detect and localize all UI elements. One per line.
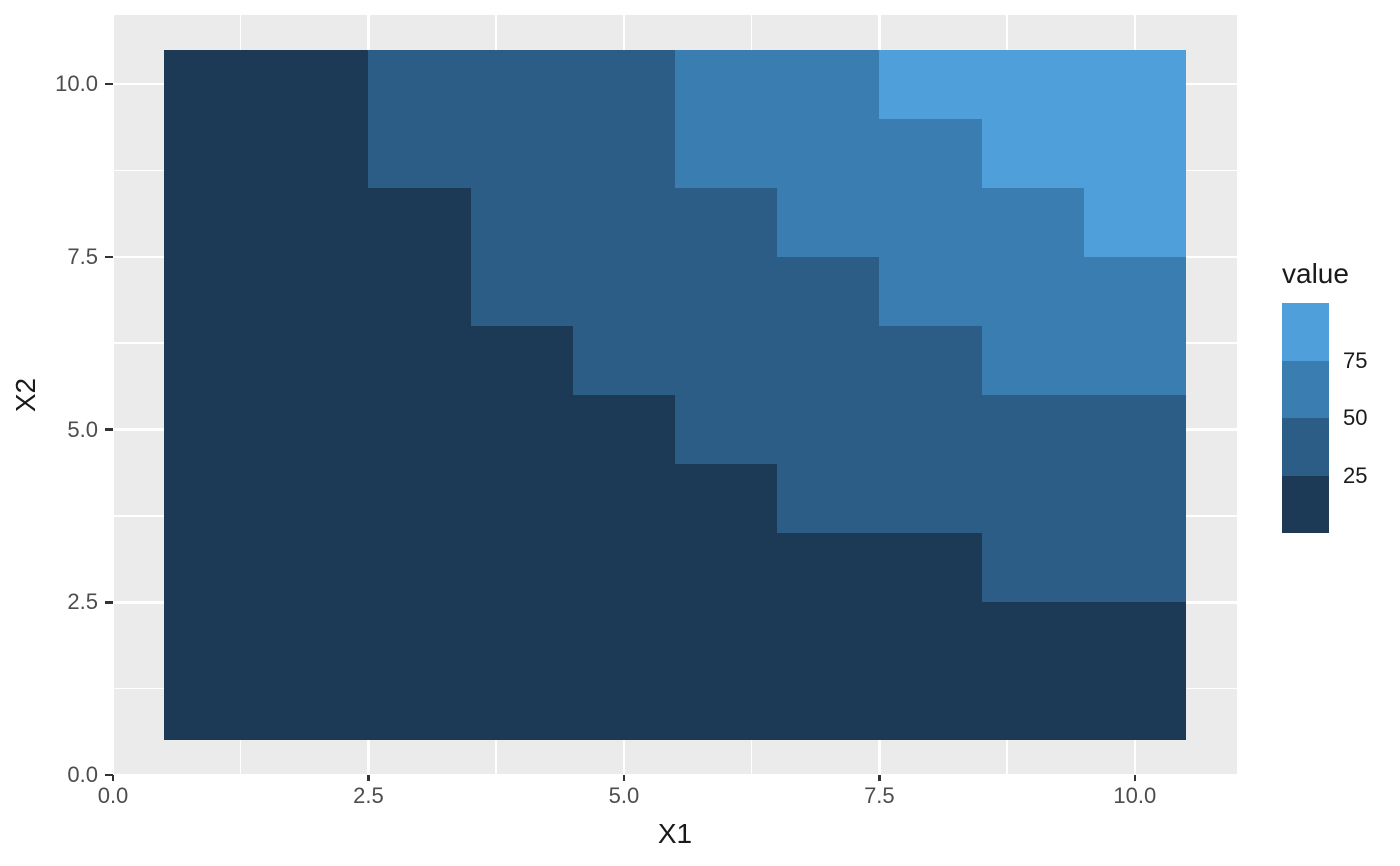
heatmap-tile [879,257,1186,326]
legend-colorbar [1282,303,1329,533]
y-axis-tick-mark [105,428,113,431]
legend-title: value [1282,258,1349,289]
heatmap-tile [777,188,1084,257]
heatmap-tile [368,50,675,119]
heatmap-tile [982,533,1186,602]
x-axis-tick-label: 10.0 [1113,783,1157,808]
x-axis-tick-mark [1133,775,1137,781]
y-axis-tick-mark [105,601,113,604]
x-axis-tick-label: 0.0 [97,783,129,808]
heatmap-tile [164,188,471,257]
gridline-major-horizontal [113,773,1237,775]
x-axis-tick-mark [878,775,881,781]
legend-break-label: 25 [1343,462,1368,488]
x-axis-tick-mark [367,775,370,781]
y-axis-tick-mark [105,773,113,777]
heatmap-tile [675,50,879,119]
y-axis-tick-label: 2.5 [67,589,98,615]
y-axis-tick-mark [105,255,113,259]
legend-break-label: 75 [1343,347,1368,373]
heatmap-tile [982,326,1186,395]
gridline-major-vertical [113,15,115,775]
y-axis-tick-label: 0.0 [67,762,98,787]
x-axis-tick-mark [622,775,626,781]
heatmap-tile [675,119,982,188]
legend-color-step [1282,360,1329,418]
y-axis-title: X2 [10,377,41,413]
heatmap-tile [982,119,1186,188]
heatmap-tile [879,50,1186,119]
y-axis-tick-label: 7.5 [67,243,98,269]
y-axis-tick-label: 10.0 [55,71,98,97]
legend: value 75 50 25 [1281,258,1400,538]
heatmap-tile [164,533,982,602]
heatmap-tile [164,671,1186,740]
x-axis-tick-label: 2.5 [353,783,384,808]
heatmap-tile [164,326,573,395]
heatmap-tile [368,119,675,188]
heatmap-tile [573,326,982,395]
heatmap-tile [164,257,471,326]
x-axis-tick-label: 7.5 [864,783,895,808]
legend-color-step [1282,418,1329,476]
heatmap-tile [164,395,675,464]
heatmap-tile [1084,188,1186,257]
heatmap-tile [164,464,777,533]
heatmap-tile [164,602,1186,671]
y-axis-tick-label: 5.0 [67,416,98,442]
legend-color-step [1282,475,1329,533]
y-axis-tick-mark [105,82,113,86]
legend-color-step [1282,303,1329,361]
heatmap-tile [675,395,1186,464]
heatmap-tile [777,464,1186,533]
heatmap-tile [471,257,879,326]
plot-panel [113,15,1237,775]
heatmap-tile [471,188,777,257]
x-axis-tick-label: 5.0 [608,783,640,808]
legend-break-label: 50 [1343,405,1368,430]
x-axis-title: X1 [657,818,693,849]
heatmap-tile [164,50,368,119]
heatmap-tile [164,119,368,188]
x-axis-tick-mark [111,775,115,781]
